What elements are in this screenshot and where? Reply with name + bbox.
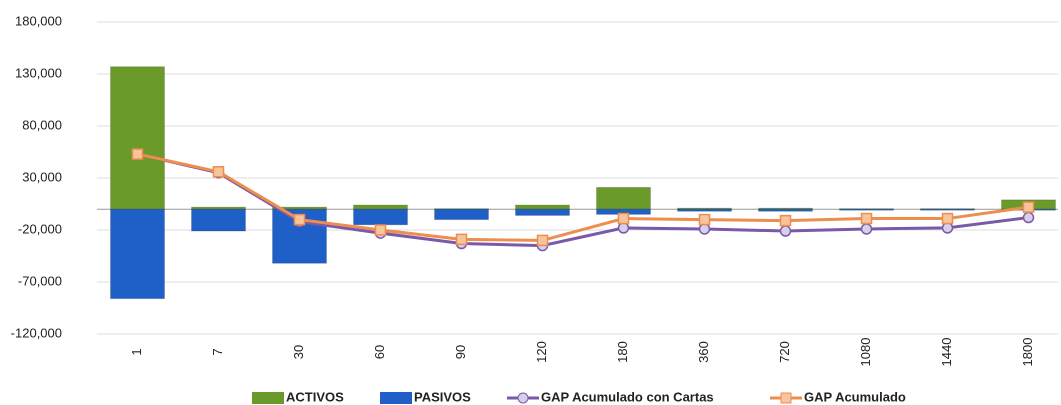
line <box>137 152 1029 248</box>
legend-swatch <box>380 392 412 404</box>
x-tick-label: 180 <box>615 341 630 363</box>
y-tick-label: 180,000 <box>15 13 62 28</box>
x-tick-label: 30 <box>291 345 306 359</box>
legend-label: ACTIVOS <box>286 389 344 404</box>
legend-marker <box>780 392 792 404</box>
x-tick-label: 7 <box>210 348 225 355</box>
legend-marker <box>517 392 529 404</box>
bar <box>596 186 651 210</box>
x-tick-label: 1440 <box>939 338 954 367</box>
marker <box>779 225 792 237</box>
marker <box>860 223 873 235</box>
marker <box>455 233 468 246</box>
marker <box>941 222 954 234</box>
line <box>137 152 1029 242</box>
bar <box>839 208 894 211</box>
x-tick-label: 60 <box>372 345 387 359</box>
y-tick-label: 130,000 <box>15 65 62 80</box>
x-tick-label: 90 <box>453 345 468 359</box>
legend-label: GAP Acumulado <box>804 389 906 404</box>
marker <box>536 234 549 247</box>
bar <box>515 208 570 216</box>
x-tick-label: 120 <box>534 341 549 363</box>
x-tick-label: 1080 <box>858 338 873 367</box>
bar <box>353 204 408 210</box>
marker <box>1022 211 1035 224</box>
bar <box>110 66 165 210</box>
bar <box>191 208 246 232</box>
legend-label: GAP Acumulado con Cartas <box>541 389 714 404</box>
bar <box>110 208 165 300</box>
x-tick-label: 720 <box>777 341 792 363</box>
marker <box>617 222 630 234</box>
marker <box>617 212 630 225</box>
marker <box>131 148 144 160</box>
bar <box>677 208 732 212</box>
marker <box>941 212 954 225</box>
marker <box>860 212 873 225</box>
marker <box>779 214 792 227</box>
x-tick-label: 360 <box>696 341 711 363</box>
marker <box>698 213 711 226</box>
y-tick-label: -70,000 <box>18 273 62 288</box>
y-tick-label: 30,000 <box>22 169 62 184</box>
bar <box>434 208 489 221</box>
y-tick-label: -20,000 <box>18 221 62 236</box>
marker <box>698 223 711 235</box>
legend-label: PASIVOS <box>414 389 471 404</box>
y-tick-label: 80,000 <box>22 117 62 132</box>
bar <box>920 208 975 211</box>
marker <box>293 213 306 226</box>
marker <box>374 224 387 236</box>
y-tick-label: -120,000 <box>11 325 62 340</box>
marker <box>212 166 225 178</box>
x-tick-label: 1800 <box>1020 338 1035 367</box>
bar <box>758 208 813 212</box>
x-tick-label: 1 <box>129 348 144 355</box>
bar <box>353 208 408 226</box>
marker <box>1022 201 1035 213</box>
bar <box>515 204 570 210</box>
legend-swatch <box>252 392 284 404</box>
